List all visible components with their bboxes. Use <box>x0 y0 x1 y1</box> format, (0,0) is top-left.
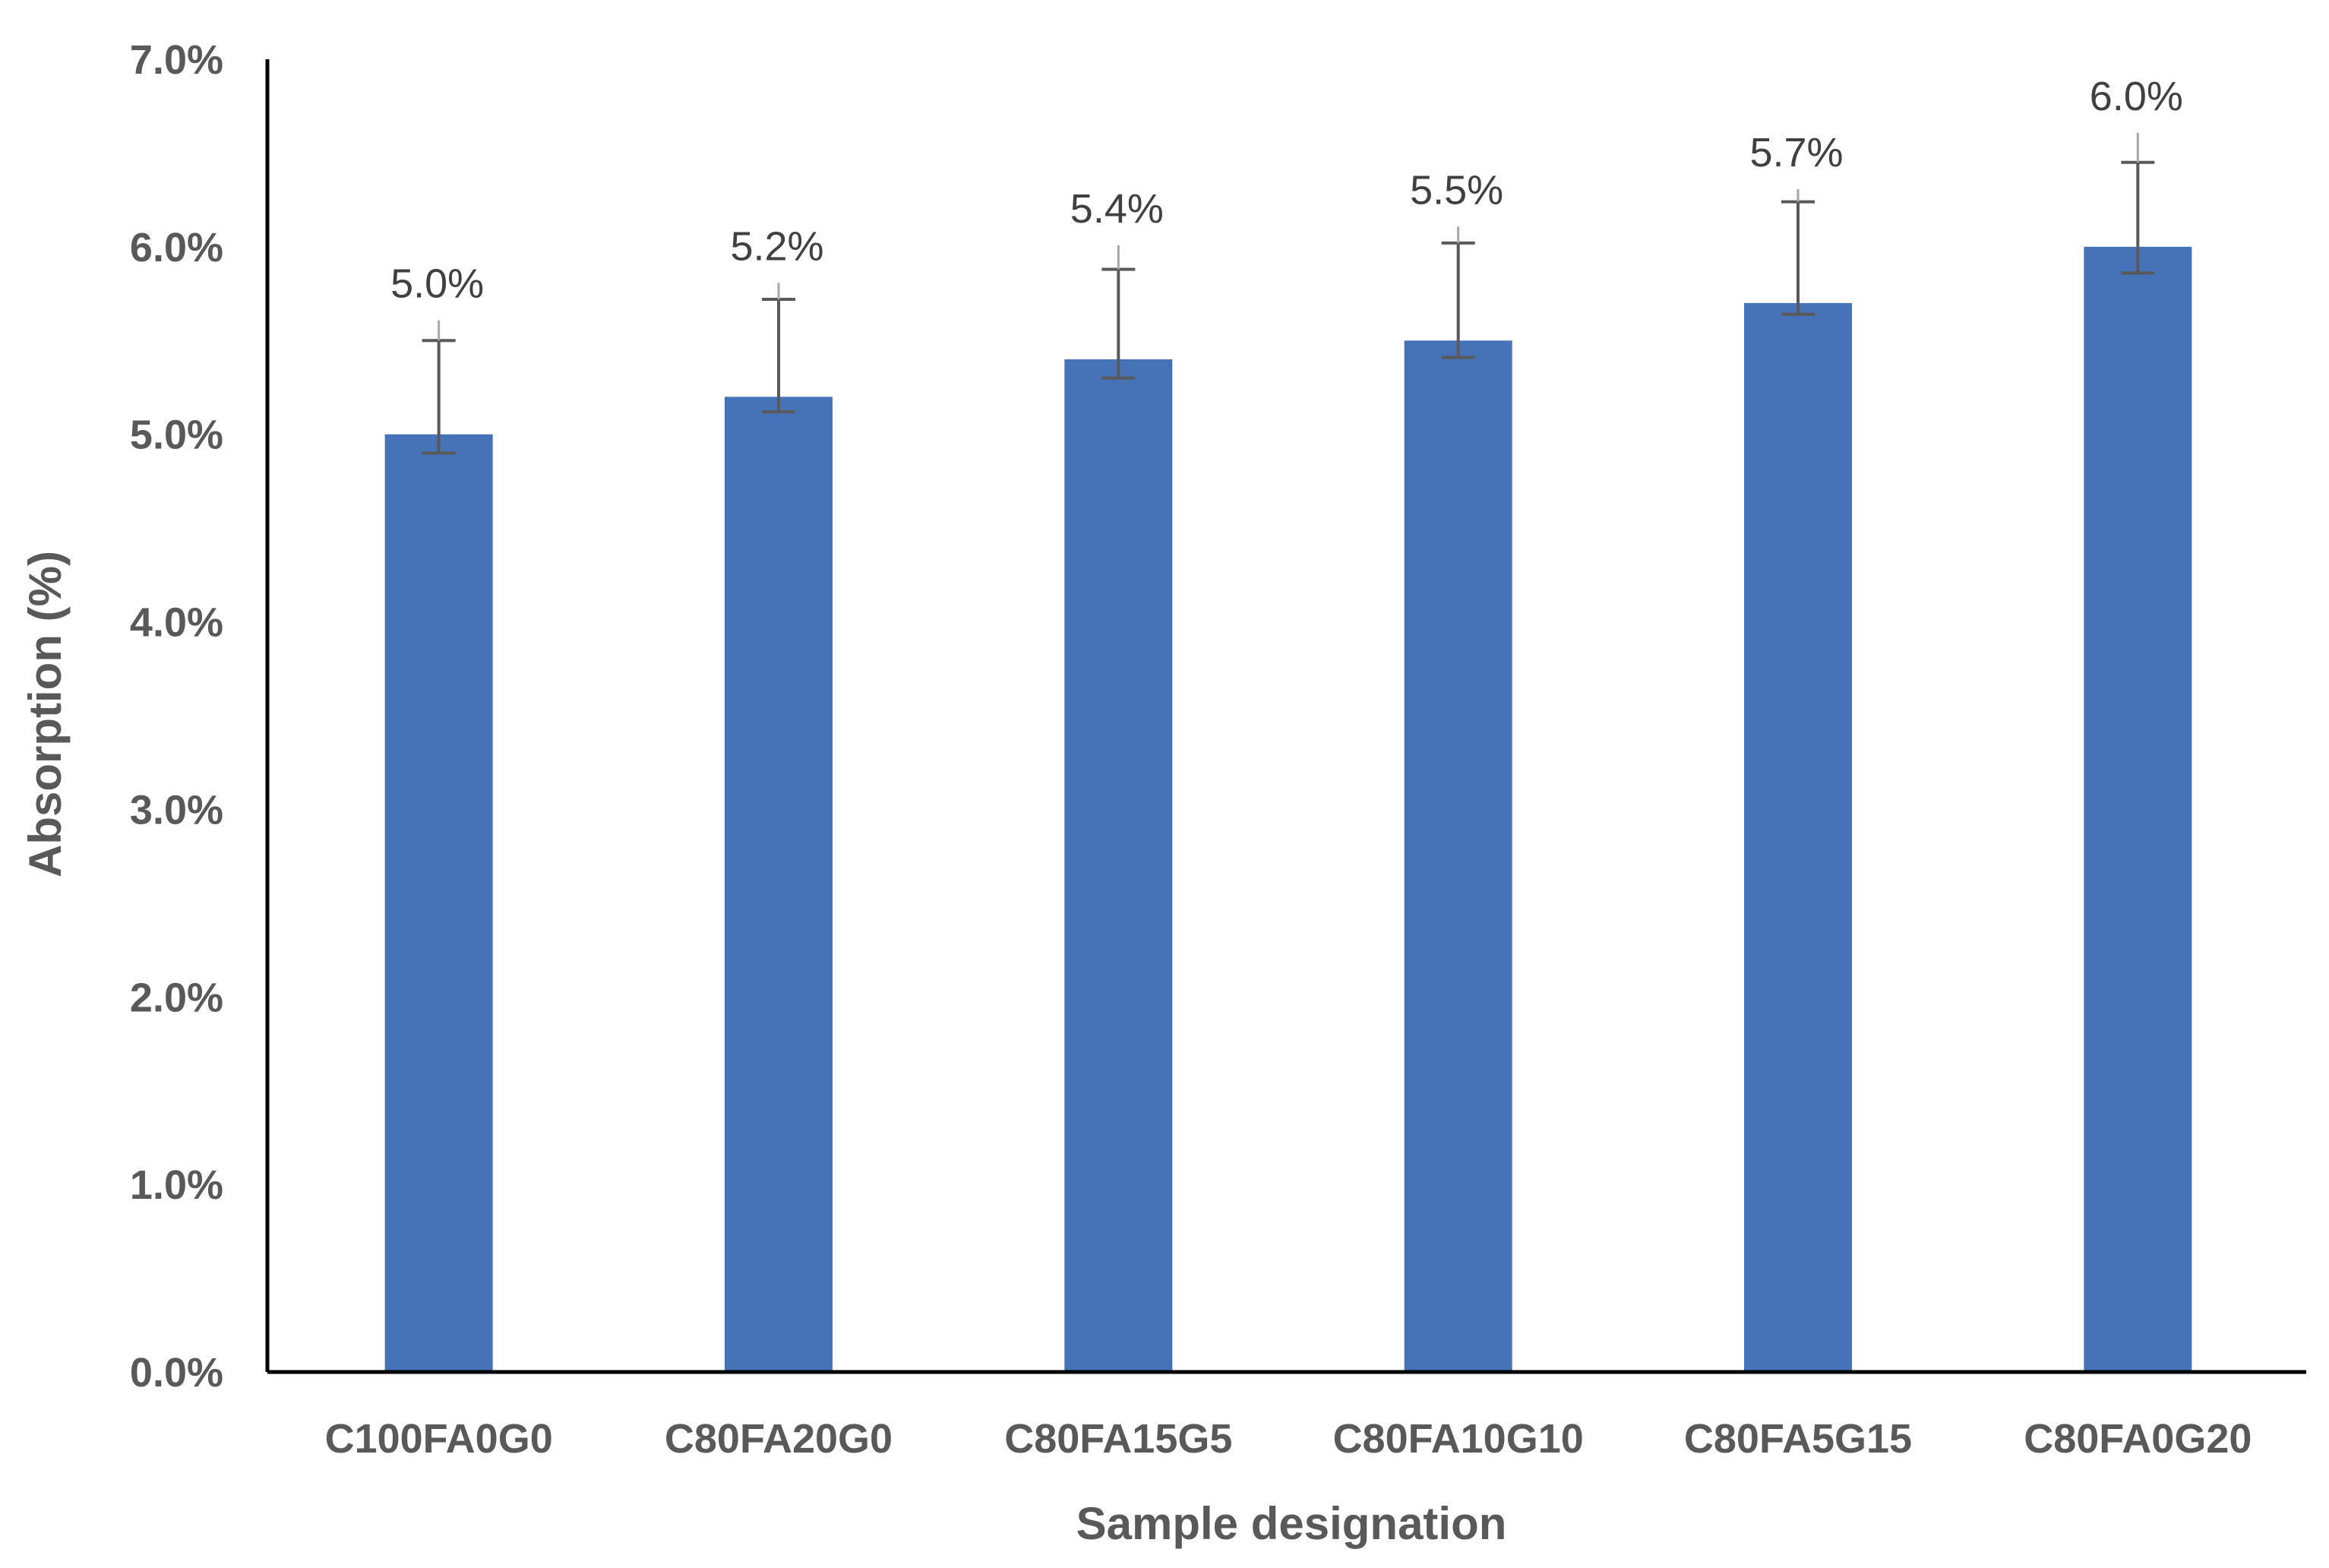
data-label: 5.7% <box>1749 130 1843 175</box>
bar <box>725 397 833 1373</box>
bar <box>1744 302 1852 1372</box>
axes-layer <box>265 59 2306 1374</box>
x-axis-title: Sample designation <box>1076 1498 1507 1549</box>
data-label: 6.0% <box>2090 74 2183 119</box>
x-tick-label: C80FA10G10 <box>1333 1416 1584 1462</box>
x-tick-label: C80FA15G5 <box>1004 1416 1232 1462</box>
data-label: 5.0% <box>390 261 484 307</box>
x-tick-labels: C100FA0G0 C80FA20G0 C80FA15G5 C80FA10G10 C80… <box>325 1416 2252 1462</box>
y-tick-label: 4.0% <box>130 600 223 646</box>
y-tick-label: 6.0% <box>130 225 223 270</box>
x-tick-label: C80FA5G15 <box>1684 1416 1912 1462</box>
bar <box>2084 246 2192 1372</box>
data-label: 5.5% <box>1410 167 1503 213</box>
y-tick-label: 3.0% <box>130 787 223 833</box>
y-tick-label: 7.0% <box>130 37 223 83</box>
x-tick-label: C100FA0G0 <box>325 1416 553 1462</box>
bar <box>1064 359 1173 1372</box>
y-tick-label: 2.0% <box>130 975 223 1020</box>
y-tick-labels: 0.0% 1.0% 2.0% 3.0% 4.0% 5.0% 6.0% 7.0% <box>130 37 223 1396</box>
bar <box>1404 340 1512 1373</box>
x-tick-label: C80FA20G0 <box>665 1416 893 1462</box>
y-tick-label: 0.0% <box>130 1350 223 1396</box>
x-tick-label: C80FA0G20 <box>2024 1416 2252 1462</box>
data-label: 5.2% <box>730 223 823 269</box>
bars-layer <box>384 246 2192 1373</box>
data-labels: 5.0% 5.2% 5.4% 5.5% 5.7% 6.0% <box>390 74 2183 307</box>
data-label: 5.4% <box>1070 186 1164 232</box>
y-tick-label: 1.0% <box>130 1162 223 1208</box>
error-bars-layer <box>422 132 2155 455</box>
y-axis-title: Absorption (%) <box>20 551 71 877</box>
bar <box>384 434 493 1372</box>
y-tick-label: 5.0% <box>130 413 223 458</box>
